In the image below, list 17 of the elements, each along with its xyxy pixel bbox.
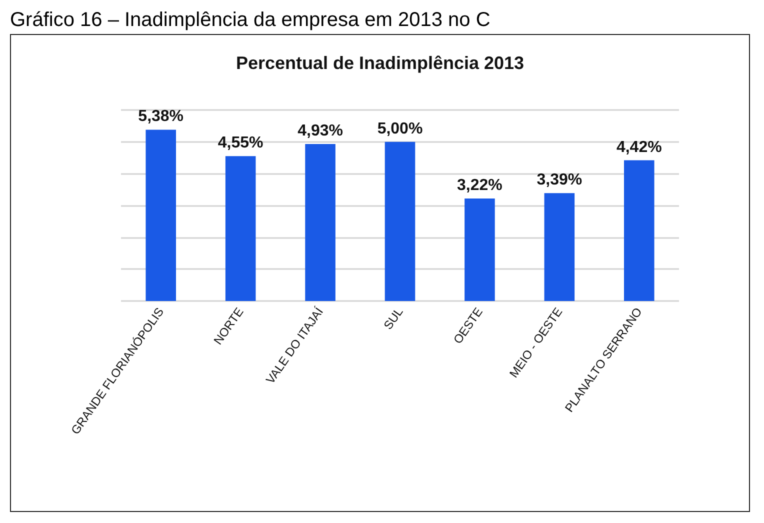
data-label: 5,00% [377, 120, 423, 138]
data-label: 4,55% [218, 134, 264, 152]
bar [544, 193, 575, 301]
bar [305, 144, 336, 301]
chart-title: Percentual de Inadimplência 2013 [236, 53, 524, 73]
x-tick-label: SUL [380, 304, 406, 332]
data-label: 4,42% [616, 138, 662, 156]
bar [624, 160, 654, 301]
bar [384, 142, 416, 301]
data-label: 4,93% [298, 122, 343, 140]
bar [146, 130, 176, 301]
data-label: 3,22% [457, 176, 502, 194]
text: Gráfico 16 – Inadimplência da empresa em 2013 no C [10, 8, 492, 32]
bar [225, 156, 256, 301]
bar [464, 198, 495, 301]
data-label: 5,38% [138, 108, 184, 126]
data-label: 3,39% [536, 172, 582, 189]
